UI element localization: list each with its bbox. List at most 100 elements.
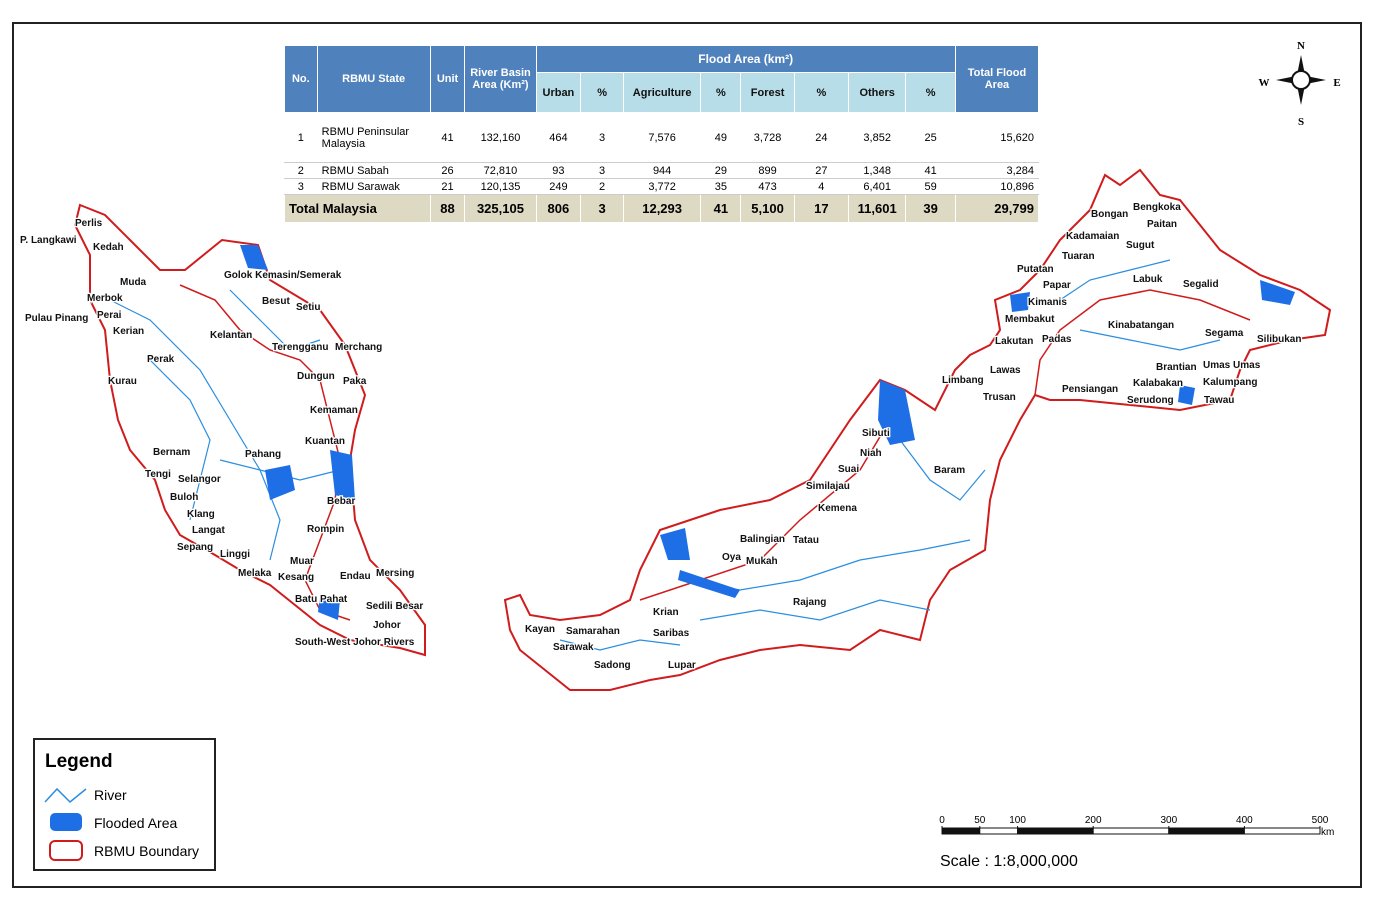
header-cell: No.: [284, 45, 318, 113]
header-cell: River Basin Area (Km²): [464, 45, 537, 113]
basin-label: Brantian: [1156, 362, 1197, 373]
table-cell: 899: [740, 162, 795, 179]
basin-label: Tawau: [1204, 395, 1234, 406]
table-cell: 3: [580, 112, 624, 163]
basin-label: Bebar: [327, 496, 355, 507]
total-cell: 5,100: [740, 194, 795, 223]
basin-label: Dungun: [297, 371, 335, 382]
sub-header-cell: %: [700, 72, 742, 113]
scale-bar: km Scale : 1:8,000,000 0 50 100 200 300 400 50…: [939, 815, 1334, 870]
basin-label: Kerian: [113, 326, 144, 337]
scale-segment: [941, 827, 981, 835]
basin-label: Melaka: [238, 568, 272, 579]
basin-label: Selangor: [178, 474, 221, 485]
peninsular-malaysia: [73, 203, 426, 657]
basin-label: Segalid: [1183, 279, 1219, 290]
sub-header-cell: Others: [847, 72, 907, 113]
table-cell: 120,135: [464, 178, 537, 195]
basin-label: Muda: [120, 277, 147, 288]
table-cell: 93: [535, 162, 582, 179]
table-cell: 2: [284, 162, 318, 179]
basin-label: Mukah: [746, 556, 778, 567]
scale-segment: [1017, 827, 1094, 835]
river: [229, 289, 321, 351]
table-cell: 72,810: [464, 162, 537, 179]
basin-label: Tengi: [145, 469, 171, 480]
basin-label: Pahang: [245, 449, 281, 460]
legend-boundary-swatch: [49, 840, 83, 861]
total-cell: 41: [700, 194, 742, 223]
basin-label: Setiu: [296, 302, 320, 313]
basin-label: Sepang: [177, 542, 213, 553]
table-cell: 7,576: [622, 112, 702, 163]
flooded-area: [1260, 280, 1295, 305]
header-cell: RBMU State: [316, 45, 431, 113]
basin-label: Padas: [1042, 334, 1072, 345]
table-cell: RBMU Peninsular Malaysia: [316, 112, 431, 163]
scale-segment: [1168, 827, 1245, 835]
basin-label: Saribas: [653, 628, 690, 639]
total-cell: 88: [429, 194, 466, 223]
compass-n: N: [1297, 40, 1305, 52]
scale-unit: km: [1321, 827, 1334, 838]
river: [1059, 259, 1171, 301]
header-cell: Flood Area (km²): [535, 45, 956, 73]
flooded-area: [678, 570, 740, 598]
basin-label: Umas Umas: [1203, 360, 1261, 371]
table-cell: 41: [905, 162, 956, 179]
basin-label: Kesang: [278, 572, 314, 583]
basin-label: Kelantan: [210, 330, 252, 341]
scale-tick-label: 500: [1312, 815, 1329, 826]
table-cell: 473: [740, 178, 795, 195]
river: [559, 639, 681, 651]
total-cell: 11,601: [847, 194, 907, 223]
flooded-area: [240, 245, 268, 270]
basin-label: Tuaran: [1062, 251, 1095, 262]
flooded-area: [1010, 292, 1030, 312]
basin-label: Mersing: [376, 568, 414, 579]
basin-label: Lawas: [990, 365, 1021, 376]
basin-label: Niah: [860, 448, 882, 459]
sub-header-cell: %: [580, 72, 624, 113]
sub-header-cell: Forest: [740, 72, 795, 113]
scale-tick-label: 50: [974, 815, 986, 826]
table-cell: 2: [580, 178, 624, 195]
scale-segment: [979, 827, 1019, 835]
basin-label: Golok Kemasin/Semerak: [224, 270, 342, 281]
table-cell: 27: [793, 162, 849, 179]
map-frame: [12, 22, 1362, 888]
basin-label: Putatan: [1017, 264, 1054, 275]
basin-label: Kinabatangan: [1108, 320, 1174, 331]
table-row: 3 RBMU Sarawak 21 120,135 249 2 3,772 35 473 4 6,4…: [284, 178, 1040, 195]
basin-label: Kemaman: [310, 405, 358, 416]
basin-label: Terengganu: [272, 342, 328, 353]
header-cell: Unit: [429, 45, 466, 113]
flooded-area: [1178, 385, 1195, 405]
river: [899, 439, 986, 501]
basin-label: Batu Pahat: [295, 594, 348, 605]
scale-segment: [1092, 827, 1170, 835]
basin-label: Linggi: [220, 549, 250, 560]
basin-label: Segama: [1205, 328, 1244, 339]
total-cell: 12,293: [622, 194, 702, 223]
table-cell: 944: [622, 162, 702, 179]
table-cell: 3,772: [622, 178, 702, 195]
table-cell: 15,620: [954, 112, 1040, 163]
table-cell: 35: [700, 178, 742, 195]
compass-s: S: [1298, 116, 1304, 128]
basin-label: Kuantan: [305, 436, 345, 447]
basin-label: Trusan: [983, 392, 1016, 403]
table-cell: 249: [535, 178, 582, 195]
basin-label: Klang: [187, 509, 215, 520]
table-cell: 26: [429, 162, 466, 179]
scale-text: Scale : 1:8,000,000: [940, 853, 1078, 870]
basin-label: Balingian: [740, 534, 785, 545]
legend: Legend River Flooded Area RBMU Boundary: [33, 738, 216, 871]
legend-flood-swatch: [50, 813, 82, 831]
basin-label: Johor: [373, 620, 401, 631]
basin-label: Kemena: [818, 503, 857, 514]
flooded-area: [265, 465, 295, 500]
scale-segment: [1243, 827, 1321, 835]
